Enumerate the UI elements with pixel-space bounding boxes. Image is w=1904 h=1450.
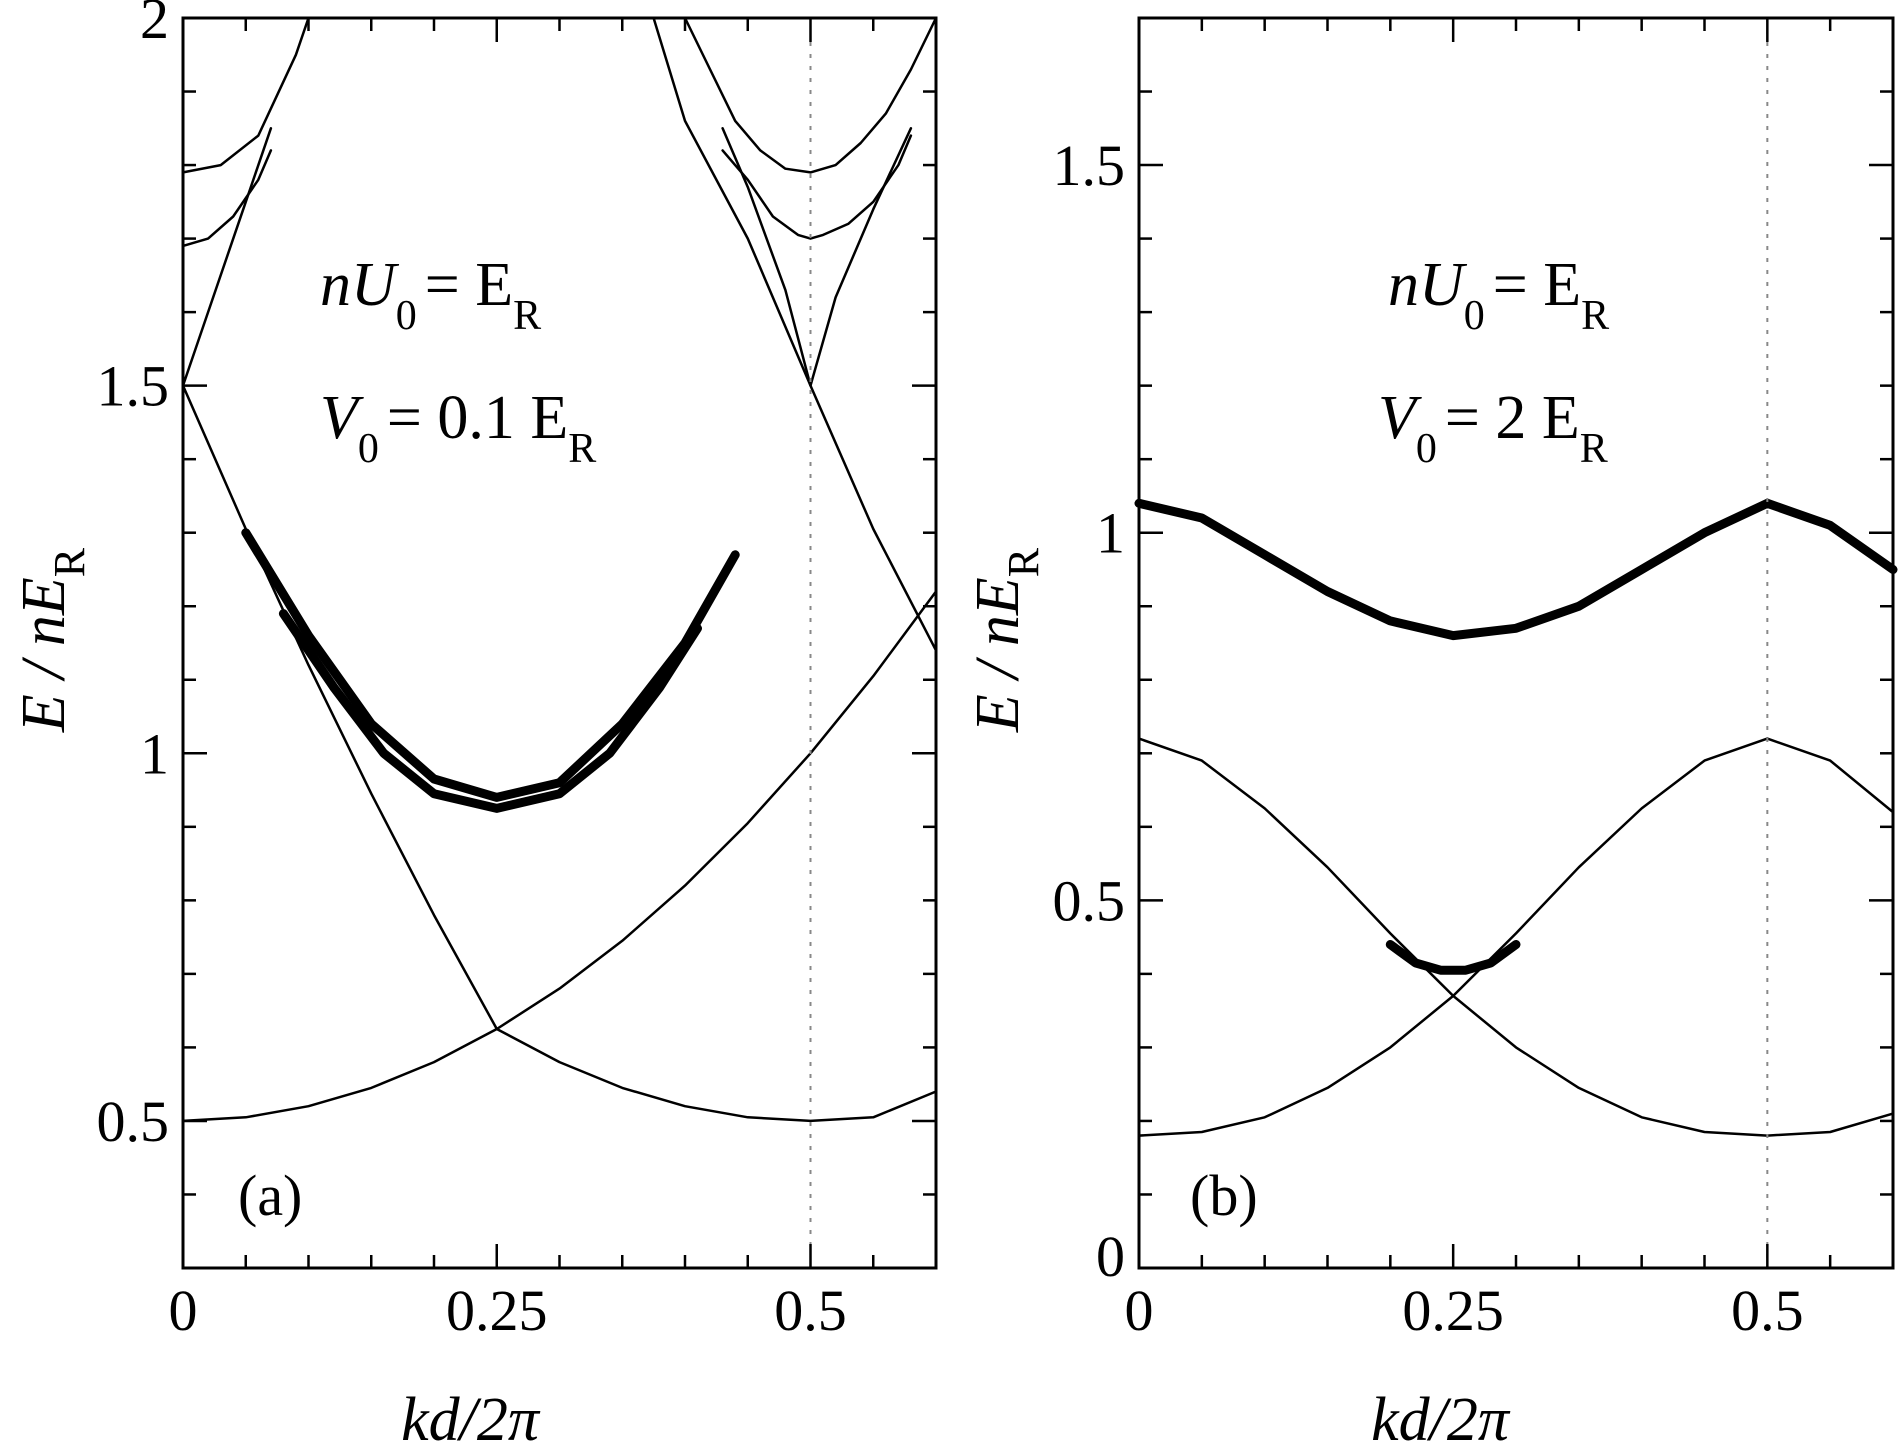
- panel-a-curves: [181, 16, 938, 1123]
- panel-a-series-9: [241, 528, 740, 802]
- y-tick-label: 0: [1096, 1224, 1125, 1289]
- panel-a-series-1: [181, 384, 938, 1123]
- panel-a-series-4: [721, 127, 913, 387]
- x-tick-label: 0.25: [446, 1278, 548, 1343]
- panel-a-ylabel: E / nER: [10, 547, 94, 733]
- panel-b-tick-labels: 0 0.25 0.5 0 0.5 1 1.5: [1053, 133, 1804, 1343]
- panel-b-annotation-2: V0 = 2 ER: [1378, 384, 1608, 472]
- panel-a-series-10: [278, 609, 702, 813]
- x-tick-label: 0: [1125, 1278, 1154, 1343]
- panel-a-series-2: [652, 16, 938, 652]
- panel-b-xlabel: kd/2π: [1371, 1386, 1511, 1450]
- panel-a-series-6: [721, 134, 913, 240]
- y-tick-label: 0.5: [1053, 868, 1126, 933]
- panel-a: 0 0.25 0.50.511.52 (a) nU0 = ER V0 = 0.1 ER …: [10, 0, 938, 1450]
- panel-a-tag: (a): [238, 1163, 302, 1228]
- y-tick-label: 0.5: [97, 1089, 170, 1154]
- panel-a-series-8: [683, 16, 938, 174]
- x-tick-label: 0: [169, 1278, 198, 1343]
- y-tick-label: 2: [140, 0, 169, 51]
- panel-a-series-3: [181, 127, 273, 387]
- panel-b-series-2: [1385, 940, 1521, 975]
- x-tick-label: 0.25: [1402, 1278, 1504, 1343]
- panel-a-series-7: [181, 16, 310, 174]
- panel-b-ylabel: E / nER: [964, 547, 1048, 733]
- panel-b-tag: (b): [1190, 1163, 1258, 1228]
- panel-b: 0 0.25 0.5 0 0.5 1 1.5 (b) nU0 = ER V0 = 2 ER kd…: [964, 16, 1898, 1450]
- x-tick-label: 0.5: [774, 1278, 847, 1343]
- panel-b-series-3: [1134, 498, 1898, 641]
- panel-b-ticks: [1137, 16, 1895, 1270]
- panel-b-curves: [1134, 498, 1898, 1137]
- y-tick-label: 1.5: [1053, 133, 1126, 198]
- panel-a-frame: [181, 16, 938, 1270]
- panel-a-ticks: [181, 16, 938, 1270]
- panel-b-frame: [1137, 16, 1895, 1270]
- panel-b-series-1: [1137, 737, 1895, 1137]
- panel-a-series-0: [181, 590, 938, 1123]
- panel-a-annotation-2: V0 = 0.1 ER: [320, 384, 596, 472]
- y-tick-label: 1: [140, 721, 169, 786]
- y-tick-label: 1.5: [97, 354, 170, 419]
- panel-a-annotation-1: nU0 = ER: [320, 251, 541, 339]
- x-tick-label: 0.5: [1731, 1278, 1804, 1343]
- panel-b-annotation-1: nU0 = ER: [1388, 251, 1609, 339]
- panel-a-xlabel: kd/2π: [401, 1386, 541, 1450]
- panel-a-tick-labels: 0 0.25 0.5 0.5 1 1.5 2: [97, 0, 847, 1343]
- panel-a-series-5: [181, 149, 273, 248]
- y-tick-label: 1: [1096, 501, 1125, 566]
